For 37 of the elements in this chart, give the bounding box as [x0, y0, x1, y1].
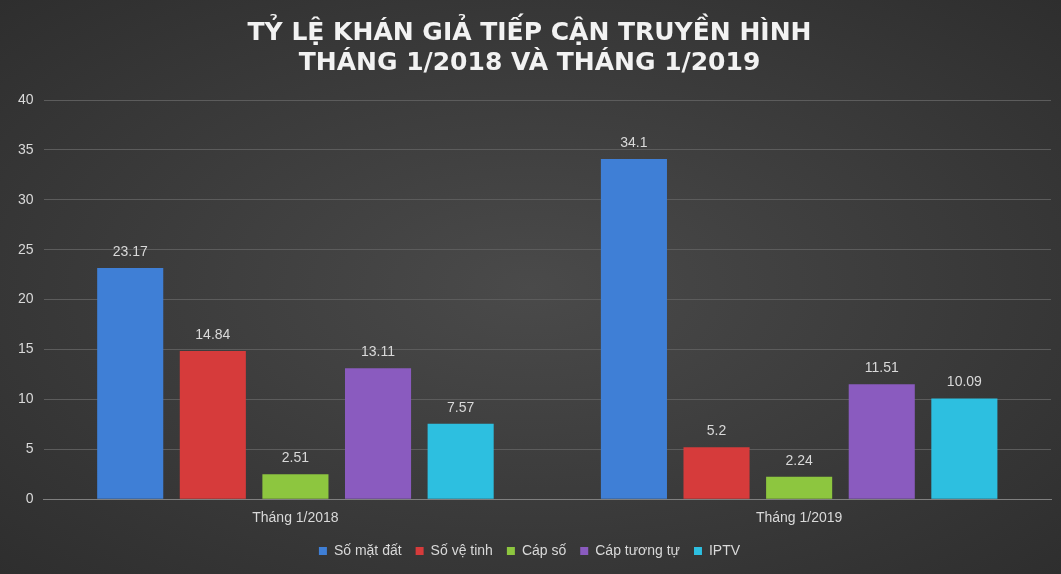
- y-tick-label: 30: [17, 190, 34, 207]
- y-tick-label: 20: [17, 290, 34, 307]
- y-tick-label: 25: [17, 240, 34, 257]
- legend-label: Cáp tương tự: [595, 541, 680, 558]
- bar: [931, 398, 998, 499]
- bar: [179, 351, 246, 499]
- y-tick-label: 10: [17, 390, 34, 407]
- bar: [345, 368, 412, 499]
- data-label: 2.24: [785, 451, 813, 468]
- data-label: 10.09: [946, 373, 983, 390]
- data-label: 34.1: [620, 133, 648, 150]
- data-label: 5.2: [706, 422, 727, 439]
- bar: [683, 447, 750, 499]
- data-label: 11.51: [864, 359, 899, 376]
- y-tick-label: 0: [25, 490, 34, 507]
- data-label: 23.17: [112, 242, 148, 259]
- bar: [427, 423, 494, 499]
- legend-label: IPTV: [708, 541, 741, 558]
- x-tick-label: Tháng 1/2018: [252, 509, 339, 526]
- data-label: 13.11: [361, 343, 396, 360]
- x-tick-label: Tháng 1/2019: [755, 509, 843, 526]
- chart-title: TỶ LỆ KHÁN GIẢ TIẾP CẬN TRUYỀN HÌNH THÁNG 1/2018 VÀ THÁNG 1/2019: [247, 12, 812, 76]
- legend-label: Số vệ tinh: [430, 541, 493, 558]
- legend-label: Số mặt đất: [333, 541, 402, 558]
- data-label: 2.51: [281, 449, 310, 466]
- y-tick-label: 5: [25, 440, 34, 457]
- y-tick-label: 35: [17, 140, 34, 157]
- bar: [262, 474, 329, 499]
- y-tick-label: 40: [17, 90, 34, 107]
- data-label: 7.57: [447, 398, 475, 415]
- bar: [600, 158, 667, 499]
- y-tick-label: 15: [17, 340, 34, 357]
- data-label: 14.84: [195, 325, 231, 342]
- bar: [848, 384, 915, 499]
- bar: [766, 476, 833, 499]
- legend-label: Cáp số: [521, 541, 567, 558]
- bar: [97, 267, 164, 499]
